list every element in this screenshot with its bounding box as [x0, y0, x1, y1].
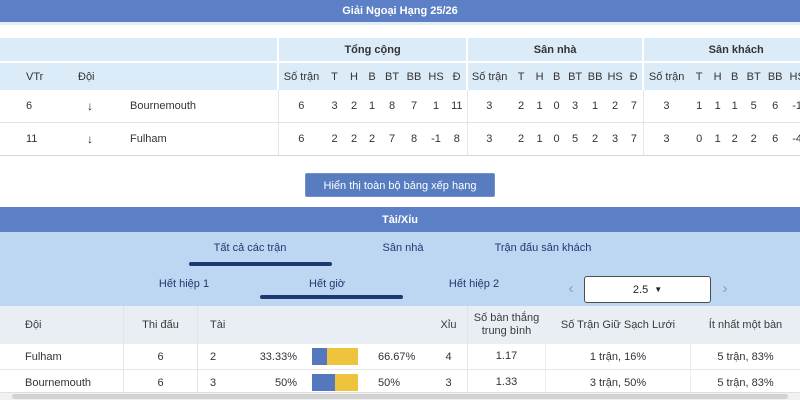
under-percentage: 50% [378, 376, 401, 389]
standings-table-wrap: Tổng cộng Sân nhà Sân khách VTr Đội Số t… [0, 38, 800, 156]
show-all-row: Hiển thị toàn bộ bảng xếp hạng [0, 173, 800, 197]
col-rank: VTr [0, 62, 60, 90]
ou-col-scored: Ít nhất một bàn [690, 306, 800, 344]
group-header-total: Tổng cộng [277, 38, 468, 63]
tab-away-matches[interactable]: Trận đấu sân khách [494, 242, 592, 254]
standings-row-bournemouth: 6 ↓ Bournemouth 6 3 2 1 8 7 1 11 3 2 1 0… [0, 90, 800, 123]
team-name: Fulham [25, 350, 62, 363]
rank-value: 6 [0, 90, 60, 123]
group-header-home: Sân nhà [466, 38, 644, 63]
standings-table: Tổng cộng Sân nhà Sân khách VTr Đội Số t… [0, 38, 800, 156]
accent-strip [0, 22, 800, 25]
tab-first-half[interactable]: Hết hiệp 1 [158, 278, 210, 290]
rank-down-icon: ↓ [60, 90, 120, 123]
standings-row-fulham: 11 ↓ Fulham 6 2 2 2 7 8 -1 8 3 2 1 0 5 2… [0, 122, 800, 156]
active-tab-underline [189, 262, 332, 266]
over-under-section-bar: Tài/Xỉu [0, 207, 800, 232]
ou-col-clean-sheets: Số Trận Giữ Sạch Lưới [545, 306, 690, 344]
standings-column-header-row: VTr Đội Số trận T H B BT BB HS Đ Số trận… [0, 62, 800, 90]
ou-col-under: Xỉu [440, 319, 457, 331]
over-bar-segment [312, 348, 328, 365]
ou-col-played: Thi đấu [123, 306, 197, 344]
over-under-tabs-area: Tất cả các trận Sân nhà Trận đấu sân khá… [0, 232, 800, 306]
over-under-header-row: Đội Thi đấu Tài Xỉu Số bàn thắng trung b… [0, 306, 800, 344]
over-under-title: Tài/Xỉu [381, 213, 419, 226]
line-prev-icon[interactable]: ‹ [568, 280, 574, 297]
under-bar-segment [335, 374, 358, 391]
show-full-standings-button[interactable]: Hiển thị toàn bộ bảng xếp hạng [304, 173, 496, 197]
over-under-table: Đội Thi đấu Tài Xỉu Số bàn thắng trung b… [0, 306, 800, 396]
league-header-bar: Giải Ngoại Hạng 25/26 [0, 0, 800, 22]
over-percentage: 33.33% [259, 350, 297, 363]
team-name: Bournemouth [120, 90, 279, 123]
rank-value: 11 [0, 122, 60, 156]
line-next-icon[interactable]: › [722, 280, 728, 297]
goal-line-value: 2.5 [632, 283, 649, 296]
group-header-away: Sân khách [642, 38, 800, 63]
tab-full-time[interactable]: Hết giờ [309, 278, 345, 290]
chevron-down-icon: ▼ [654, 285, 663, 294]
tab-home[interactable]: Sân nhà [382, 242, 424, 254]
active-period-underline [260, 295, 403, 299]
over-bar-segment [312, 374, 335, 391]
scrollbar-thumb[interactable] [12, 394, 788, 399]
ou-row-bournemouth: Bournemouth 6 3 50% 50% 3 1.33 3 trận, 5… [0, 370, 800, 396]
over-percentage: 50% [274, 376, 297, 389]
col-team: Đội [60, 62, 279, 90]
ou-col-team: Đội [25, 319, 42, 331]
team-name: Fulham [120, 122, 279, 156]
tab-second-half[interactable]: Hết hiệp 2 [448, 278, 500, 290]
under-percentage: 66.67% [378, 350, 416, 363]
league-title: Giải Ngoại Hạng 25/26 [342, 5, 458, 17]
ou-col-over: Tài [197, 306, 240, 344]
team-name: Bournemouth [25, 376, 92, 389]
rank-down-icon: ↓ [60, 122, 120, 156]
over-under-ratio-bar [312, 348, 358, 365]
horizontal-scrollbar[interactable] [0, 392, 800, 400]
ou-row-fulham: Fulham 6 2 33.33% 66.67% 4 1.17 1 trận, … [0, 344, 800, 370]
goal-line-select[interactable]: 2.5 ▼ [584, 276, 711, 303]
under-bar-segment [327, 348, 358, 365]
ou-col-avg-goals: Số bàn thắng trung bình [467, 306, 545, 344]
over-under-ratio-bar [312, 374, 358, 391]
standings-group-header-row: Tổng cộng Sân nhà Sân khách [0, 38, 800, 63]
tab-all-matches[interactable]: Tất cả các trận [213, 242, 287, 254]
